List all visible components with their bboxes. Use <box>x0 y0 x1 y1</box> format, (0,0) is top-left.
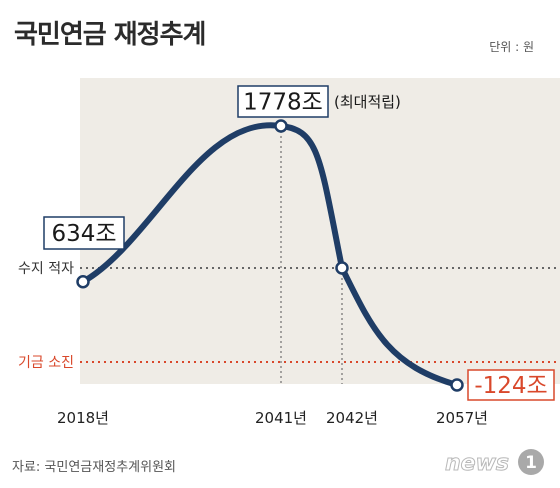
point-2041 <box>274 119 288 133</box>
news1-logo: news 1 <box>445 449 544 477</box>
x-tick-2018: 2018년 <box>57 409 109 427</box>
deficit-reference-label: 수지 적자 <box>18 261 74 277</box>
value-box-2018 <box>43 216 125 250</box>
depletion-reference-label: 기금 소진 <box>18 355 74 371</box>
x-tick-2042: 2042년 <box>326 409 378 427</box>
series-line <box>80 122 460 388</box>
logo-mark-circle <box>518 449 544 475</box>
unit-label: 단위 : 원 <box>489 40 534 54</box>
value-label-2041: 1778조 <box>243 90 323 116</box>
source-note: 자료: 국민연금재정추계위원회 <box>12 460 176 475</box>
peak-note: (최대적립) <box>334 93 401 111</box>
chart-title: 국민연금 재정추계 <box>14 20 206 50</box>
value-label-2018: 634조 <box>51 221 116 247</box>
point-2018 <box>76 275 90 289</box>
logo-mark: 1 <box>525 453 537 473</box>
value-label-2057: -124조 <box>474 373 547 399</box>
logo-wordmark: news <box>445 451 509 476</box>
value-box-2057 <box>467 369 555 401</box>
value-box-2041 <box>237 85 329 118</box>
x-tick-2041: 2041년 <box>255 409 307 427</box>
plot-panel <box>80 78 560 384</box>
point-2042 <box>335 261 349 275</box>
point-2057 <box>450 378 464 392</box>
x-tick-2057: 2057년 <box>436 409 488 427</box>
